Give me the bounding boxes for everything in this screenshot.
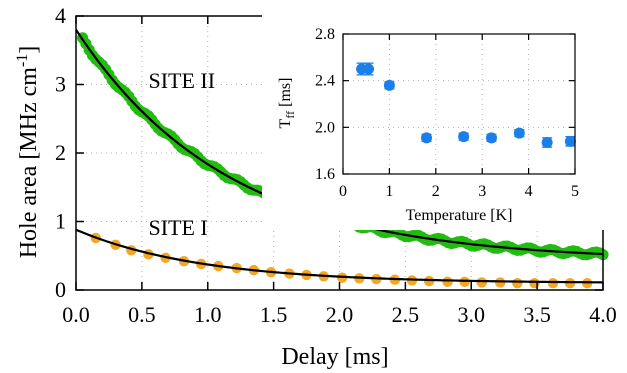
inset-x-tick-label: 0 (339, 183, 347, 200)
inset-y-axis-label-sub: ff (283, 111, 297, 119)
main-y-axis-label-sup: -1 (14, 54, 31, 67)
inset-y-tick-label: 2.0 (315, 119, 335, 136)
inset-y-axis-label-unit: [ms] (277, 78, 294, 111)
site-i-point (512, 277, 523, 289)
site-annotation: SITE II (148, 68, 215, 93)
main-x-tick-label: 3.5 (523, 302, 551, 327)
main-x-tick-label: 2.0 (326, 302, 354, 327)
main-y-axis-label: Hole area [MHz cm-1] (14, 46, 42, 259)
main-annotations: SITE II SITE I (148, 68, 215, 240)
site-i-point (423, 275, 435, 287)
site-i-point (495, 277, 506, 288)
site-i-point (547, 277, 559, 289)
inset-point (564, 135, 576, 147)
site-i-point (529, 277, 540, 289)
main-x-tick-label: 2.5 (392, 302, 420, 327)
main-y-tick-label: 2 (55, 140, 66, 165)
main-x-tick-label: 1.5 (260, 302, 288, 327)
site-annotation: SITE I (148, 215, 207, 240)
inset-x-tick-label: 2 (432, 183, 440, 200)
site-i-point (476, 277, 487, 288)
inset-y-tick-label: 2.8 (315, 26, 335, 43)
inset-y-axis-label: Tff [ms] (277, 78, 297, 129)
inset-point (485, 132, 497, 144)
main-y-tick-label: 4 (55, 3, 66, 28)
main-y-tick-label: 1 (55, 209, 66, 234)
site-i-fit-line (75, 228, 604, 284)
inset-y-tick-label: 1.6 (315, 166, 335, 183)
main-x-axis-label: Delay [ms] (281, 344, 388, 370)
inset-x-gridlines (388, 34, 530, 174)
inset-point (421, 132, 433, 144)
main-x-tick-label: 0.5 (128, 302, 156, 327)
inset-point (513, 127, 525, 139)
main-x-tick-label: 1.0 (194, 302, 222, 327)
main-y-tick-label: 3 (55, 72, 66, 97)
main-x-tick-label: 4.0 (589, 302, 617, 327)
inset-point (541, 137, 553, 148)
inset-x-tick-label: 5 (571, 183, 579, 200)
main-y-axis-label-text: Hole area [MHz cm (16, 67, 42, 259)
inset-x-axis-label: Temperature [K] (406, 207, 513, 224)
inset-x-ticks: 0 1 2 3 4 5 (339, 34, 579, 200)
inset-y-axis-label-text: T (277, 118, 294, 128)
inset-y-ticks: 1.6 2.0 2.4 2.8 (315, 26, 575, 183)
inset-chart: 0 1 2 3 4 5 1.6 2.0 2.4 2.8 Temperature [K] Tff … (262, 8, 610, 230)
site-i-point (442, 276, 453, 287)
main-x-ticks: 0.0 0.5 1.0 1.5 2.0 2.5 3.0 3.5 4.0 (62, 16, 617, 327)
main-y-tick-label: 0 (55, 277, 66, 302)
inset-point (363, 63, 375, 75)
inset-plot-frame (342, 33, 576, 175)
inset-y-gridlines (343, 80, 575, 128)
inset-x-tick-label: 4 (525, 183, 533, 200)
inset-x-tick-label: 3 (478, 183, 486, 200)
inset-points (356, 62, 576, 148)
site-i-points (90, 232, 593, 289)
inset-point (458, 131, 470, 143)
inset-y-tick-label: 2.4 (315, 73, 335, 90)
main-y-ticks: 0 1 2 3 4 (55, 3, 603, 302)
inset-x-tick-label: 1 (385, 183, 393, 200)
main-y-axis-label-close: ] (16, 46, 42, 54)
inset-point (383, 79, 395, 91)
main-x-tick-label: 0.0 (62, 302, 90, 327)
main-x-tick-label: 3.0 (458, 302, 486, 327)
